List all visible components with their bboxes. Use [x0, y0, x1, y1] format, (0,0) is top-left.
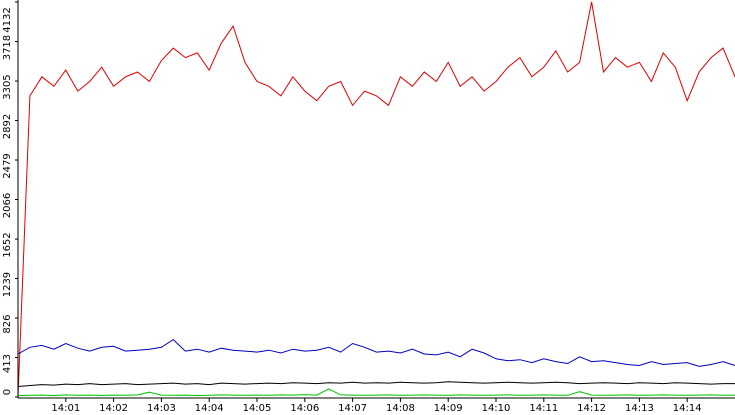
x-tick-label: 14:13 — [625, 403, 654, 414]
x-tick-label: 14:01 — [51, 403, 80, 414]
y-tick-label: 413 — [2, 354, 13, 373]
y-tick-label: 826 — [2, 314, 13, 333]
y-tick-label: 3305 — [2, 74, 13, 99]
x-tick-label: 14:08 — [386, 403, 415, 414]
x-tick-label: 14:12 — [577, 403, 606, 414]
x-tick-label: 14:06 — [290, 403, 319, 414]
x-tick-label: 14:14 — [673, 403, 702, 414]
series-line — [17, 338, 735, 367]
x-tick-label: 14:03 — [147, 403, 176, 414]
x-tick-label: 14:07 — [338, 403, 367, 414]
series-line — [17, 1, 735, 398]
y-tick-label: 2066 — [2, 193, 13, 218]
x-tick-label: 14:02 — [99, 403, 128, 414]
x-tick-label: 14:11 — [529, 403, 558, 414]
y-tick-label: 2892 — [2, 114, 13, 139]
y-tick-label: 4132 — [2, 7, 13, 32]
x-tick-label: 14:09 — [434, 403, 463, 414]
y-tick-label: 3718 — [2, 35, 13, 60]
series-line — [17, 388, 735, 397]
y-tick-label: 1239 — [2, 272, 13, 297]
y-tick-label: 0 — [2, 389, 13, 395]
y-tick-label: 2479 — [2, 153, 13, 178]
y-tick-label: 1652 — [2, 232, 13, 257]
x-tick-label: 14:10 — [482, 403, 511, 414]
x-tick-label: 14:04 — [195, 403, 224, 414]
x-tick-label: 14:05 — [243, 403, 272, 414]
series-line — [17, 381, 735, 387]
